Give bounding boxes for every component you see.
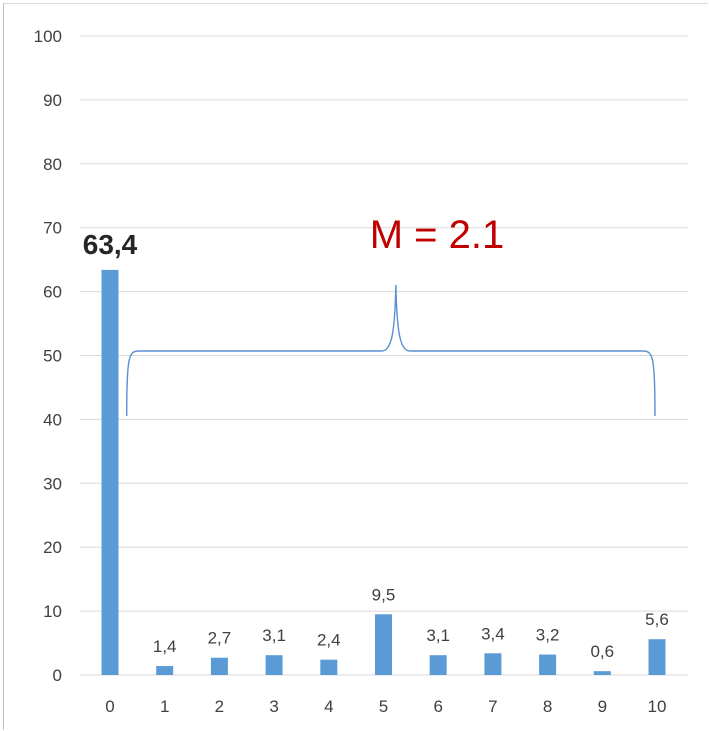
y-tick-label: 40 <box>43 410 62 429</box>
bars <box>101 269 666 675</box>
y-tick-label: 0 <box>53 666 62 685</box>
x-tick-label: 3 <box>269 697 278 716</box>
x-tick-label: 7 <box>488 697 497 716</box>
data-label-6: 3,1 <box>426 626 450 645</box>
y-tick-label: 30 <box>43 474 62 493</box>
data-label-10: 5,6 <box>645 610 669 629</box>
data-label-2: 2,7 <box>208 629 232 648</box>
x-tick-label: 5 <box>379 697 388 716</box>
x-tick-label: 6 <box>433 697 442 716</box>
data-labels: 63,4 1,4 2,7 3,1 2,4 9,5 3,1 3,4 3,2 0,6 5,6 <box>83 229 669 661</box>
bar-4 <box>320 659 338 675</box>
x-tick-label: 10 <box>648 697 667 716</box>
y-tick-label: 70 <box>43 219 62 238</box>
y-tick-label: 50 <box>43 347 62 366</box>
x-tick-label: 1 <box>160 697 169 716</box>
data-label-0: 63,4 <box>83 229 138 260</box>
bar-8 <box>539 654 557 675</box>
y-tick-label: 90 <box>43 91 62 110</box>
bar-3 <box>265 655 283 675</box>
y-axis-ticks: 0 10 20 30 40 50 60 70 80 90 100 <box>34 27 62 685</box>
bar-10 <box>648 639 666 675</box>
gridlines <box>80 35 688 676</box>
bar-9 <box>593 671 611 675</box>
bar-1 <box>156 666 174 675</box>
data-label-8: 3,2 <box>536 626 560 645</box>
x-tick-label: 9 <box>598 697 607 716</box>
bar-0 <box>101 269 119 675</box>
bar-2 <box>210 657 228 675</box>
data-label-4: 2,4 <box>317 631 341 650</box>
data-label-7: 3,4 <box>481 624 505 643</box>
x-tick-label: 0 <box>105 697 114 716</box>
y-tick-label: 10 <box>43 602 62 621</box>
data-label-9: 0,6 <box>590 642 614 661</box>
bar-7 <box>484 653 502 675</box>
annotation-label: M = 2.1 <box>370 213 505 257</box>
annotation: M = 2.1 <box>126 213 656 417</box>
x-tick-label: 4 <box>324 697 333 716</box>
y-tick-label: 20 <box>43 538 62 557</box>
y-tick-label: 60 <box>43 283 62 302</box>
curly-brace-shape <box>126 284 656 417</box>
data-label-5: 9,5 <box>372 585 396 604</box>
x-tick-label: 8 <box>543 697 552 716</box>
data-label-3: 3,1 <box>262 626 286 645</box>
bar-6 <box>429 655 447 675</box>
x-tick-label: 2 <box>215 697 224 716</box>
bar-5 <box>375 614 392 675</box>
y-tick-label: 80 <box>43 155 62 174</box>
y-tick-label: 100 <box>34 27 62 46</box>
data-label-1: 1,4 <box>153 637 177 656</box>
chart-frame <box>3 3 708 730</box>
x-axis-ticks: 0 1 2 3 4 5 6 7 8 9 10 <box>105 697 666 716</box>
